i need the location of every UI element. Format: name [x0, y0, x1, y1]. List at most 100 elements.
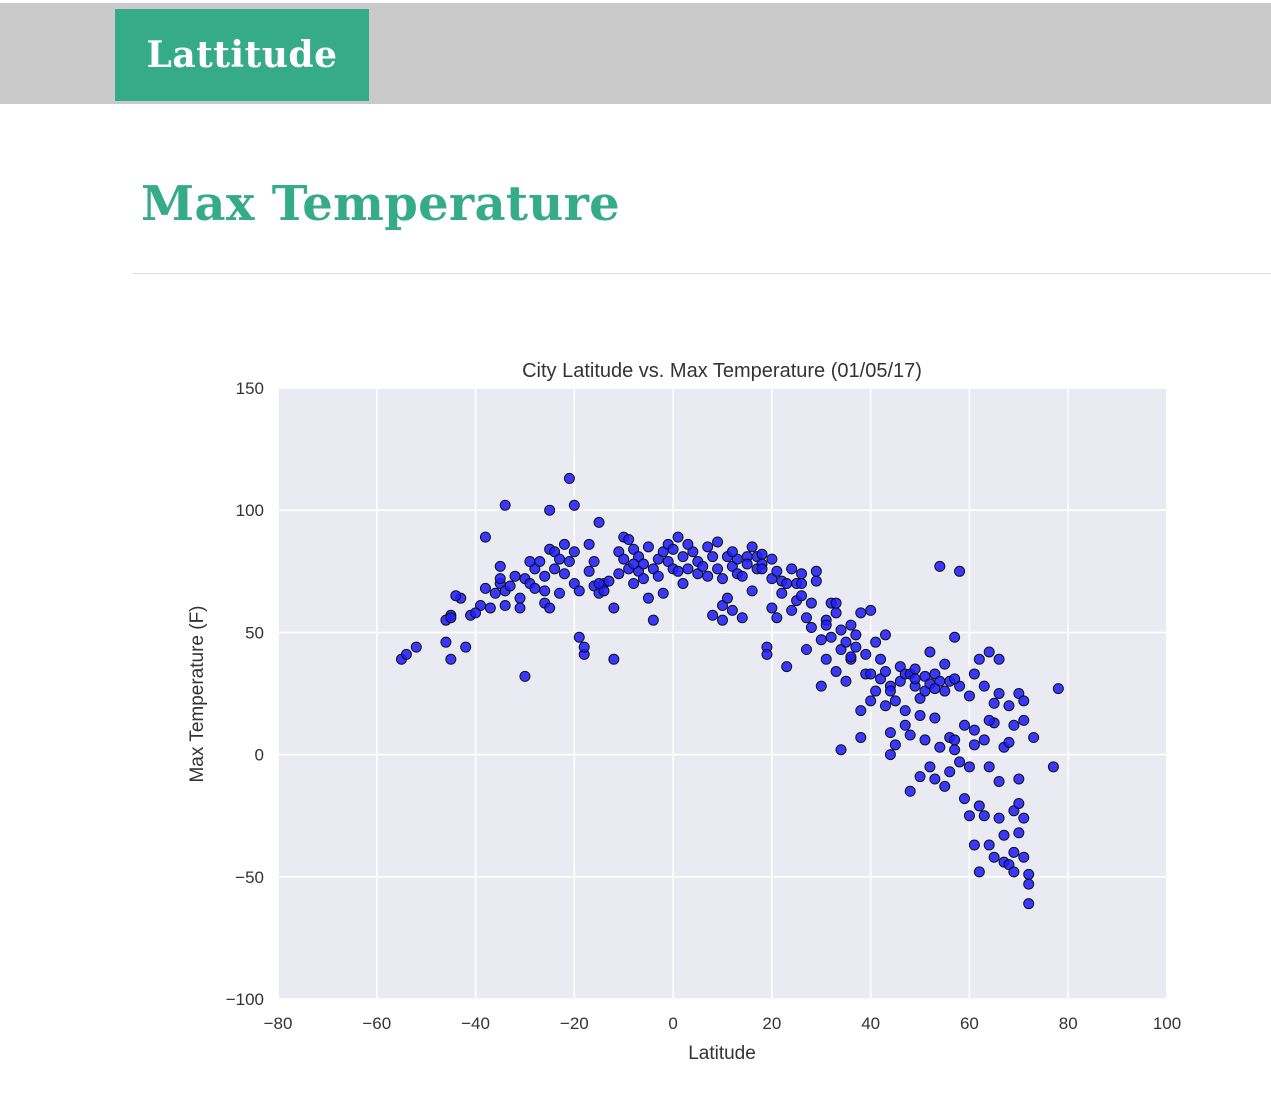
data-point: [800, 612, 812, 624]
data-point: [1018, 714, 1030, 726]
data-point: [825, 631, 837, 643]
x-tick-label: 80: [1059, 1014, 1078, 1033]
plot-area: [278, 388, 1167, 999]
data-point: [929, 683, 941, 695]
data-point: [884, 727, 896, 739]
data-point: [830, 607, 842, 619]
data-point: [983, 646, 995, 658]
data-point: [909, 673, 921, 685]
data-point: [712, 563, 724, 575]
data-point: [963, 810, 975, 822]
data-point: [939, 658, 951, 670]
data-point: [875, 653, 887, 665]
y-tick-label: 100: [236, 501, 264, 520]
data-point: [499, 600, 511, 612]
data-point: [855, 705, 867, 717]
data-point: [850, 641, 862, 653]
data-point: [509, 570, 521, 582]
data-point: [613, 568, 625, 580]
data-point: [479, 582, 491, 594]
data-point: [746, 541, 758, 553]
data-point: [1047, 761, 1059, 773]
data-point: [1023, 878, 1035, 890]
data-point: [914, 771, 926, 783]
data-point: [919, 734, 931, 746]
x-tick-label: −80: [264, 1014, 293, 1033]
data-point: [845, 619, 857, 631]
data-point: [924, 761, 936, 773]
data-point: [973, 866, 985, 878]
x-tick-label: 40: [861, 1014, 880, 1033]
data-point: [494, 560, 506, 572]
data-point: [865, 695, 877, 707]
data-point: [549, 563, 561, 575]
data-point: [771, 612, 783, 624]
data-point: [514, 602, 526, 614]
y-tick-labels: −100 −50 0 50 100 150: [226, 379, 264, 1009]
data-point: [702, 570, 714, 582]
data-point: [889, 695, 901, 707]
data-point: [504, 580, 516, 592]
data-point: [440, 636, 452, 648]
data-point: [652, 570, 664, 582]
data-point: [717, 614, 728, 626]
data-point: [445, 653, 457, 665]
y-tick-label: 50: [245, 623, 264, 642]
data-point: [761, 648, 773, 660]
data-point: [860, 648, 872, 660]
y-tick-label: −50: [235, 868, 264, 887]
data-point: [993, 812, 1005, 824]
data-point: [712, 536, 724, 548]
data-point: [470, 607, 482, 619]
data-point: [539, 570, 551, 582]
data-point: [460, 641, 472, 653]
data-point: [954, 756, 966, 768]
data-point: [628, 558, 640, 570]
data-point: [1008, 719, 1020, 731]
data-point: [637, 558, 649, 570]
data-point: [973, 800, 985, 812]
data-point: [1013, 827, 1025, 839]
data-point: [983, 761, 995, 773]
title-divider: [133, 273, 1271, 274]
data-point: [746, 585, 758, 597]
data-point: [766, 553, 778, 565]
data-point: [776, 587, 788, 599]
data-point: [672, 531, 684, 543]
x-tick-label: −40: [461, 1014, 490, 1033]
data-point: [544, 602, 556, 614]
data-point: [889, 739, 901, 751]
data-point: [682, 538, 694, 550]
data-point: [756, 563, 768, 575]
data-point: [850, 629, 862, 641]
y-tick-label: 0: [255, 746, 264, 765]
data-point: [968, 724, 980, 736]
data-point: [583, 565, 595, 577]
grid-lines: [277, 387, 1168, 1000]
data-point: [657, 587, 669, 599]
data-point: [988, 851, 1000, 863]
data-point: [904, 729, 916, 741]
navbar-brand-button[interactable]: Lattitude: [115, 9, 369, 101]
data-points: [395, 472, 1064, 910]
data-point: [939, 685, 951, 697]
data-point: [717, 573, 728, 585]
data-point: [988, 697, 1000, 709]
data-point: [1023, 868, 1035, 880]
data-point: [929, 773, 941, 785]
data-point: [959, 719, 971, 731]
data-point: [815, 680, 827, 692]
data-point: [1028, 731, 1040, 743]
data-point: [588, 556, 600, 568]
x-tick-label: 100: [1153, 1014, 1181, 1033]
data-point: [1018, 851, 1030, 863]
data-point: [959, 793, 971, 805]
x-tick-label: −60: [362, 1014, 391, 1033]
data-point: [573, 585, 585, 597]
data-point: [835, 624, 847, 636]
data-point: [529, 582, 541, 594]
data-point: [968, 839, 980, 851]
data-point: [899, 705, 911, 717]
data-point: [949, 673, 961, 685]
